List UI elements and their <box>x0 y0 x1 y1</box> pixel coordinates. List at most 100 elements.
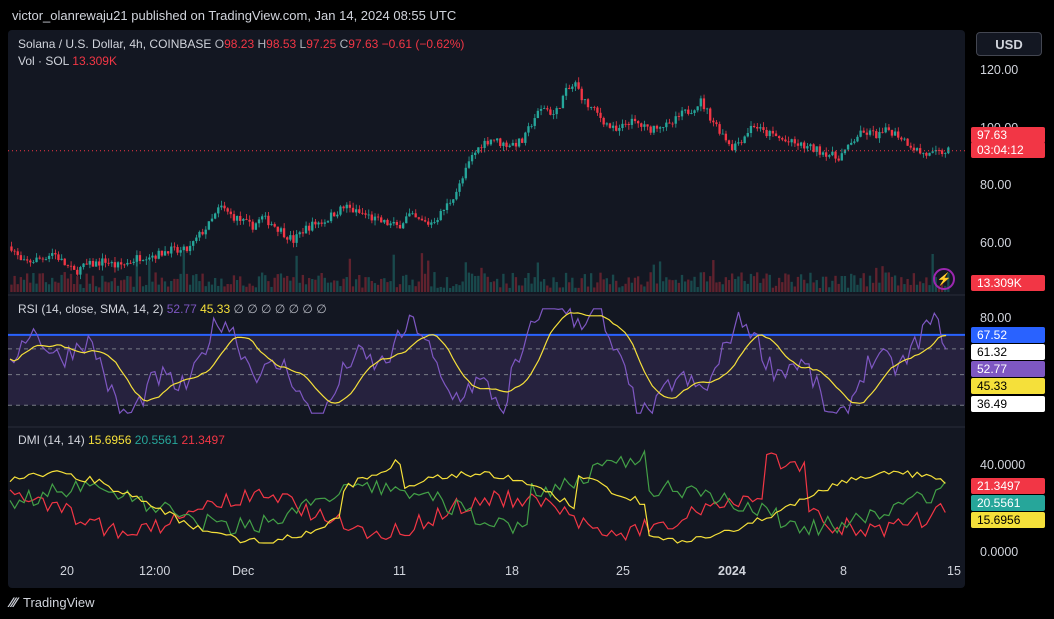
candle-body <box>903 138 906 140</box>
volume-bar <box>546 285 549 292</box>
volume-value: 13.309K <box>72 54 117 68</box>
candle-body <box>843 149 847 154</box>
plus-di-tag: 20.5561 <box>971 495 1045 511</box>
candle-body <box>674 116 677 124</box>
volume-bar <box>295 255 298 292</box>
candle-body <box>235 215 239 221</box>
volume-bar <box>740 272 743 292</box>
volume-bar <box>683 281 687 292</box>
minus-di-line <box>9 452 946 542</box>
candle-body <box>602 117 605 125</box>
volume-bar <box>116 285 120 292</box>
open-label: O <box>214 37 225 51</box>
volume-bar <box>94 286 98 292</box>
volume-bar <box>455 284 458 292</box>
volume-bar <box>605 278 608 292</box>
volume-bar <box>408 285 411 292</box>
candle-body <box>828 155 831 157</box>
candle-body <box>439 211 442 221</box>
price-legend: Solana / U.S. Dollar, 4h, COINBASE O98.2… <box>18 37 464 51</box>
candle-body <box>502 142 505 146</box>
candle-body <box>909 145 912 148</box>
volume-bar <box>743 281 746 292</box>
volume-bar <box>98 287 101 292</box>
candle-body <box>282 228 286 238</box>
currency-button[interactable]: USD <box>976 32 1042 56</box>
volume-bar <box>477 275 480 292</box>
candle-body <box>279 228 283 232</box>
volume-bar <box>166 286 170 292</box>
candle-body <box>536 110 540 119</box>
candle-body <box>57 254 60 260</box>
volume-bar <box>185 273 189 292</box>
volume-bar <box>220 278 223 292</box>
volume-label[interactable]: Vol · SOL <box>18 54 69 68</box>
symbol-label[interactable]: Solana / U.S. Dollar, 4h, COINBASE <box>18 37 212 51</box>
candle-body <box>505 142 508 147</box>
volume-bar <box>709 276 712 292</box>
volume-bar <box>461 281 464 292</box>
candle-body <box>884 127 887 133</box>
dmi-label[interactable]: DMI (14, 14) <box>18 433 85 447</box>
volume-bar <box>226 283 229 292</box>
volume-bar <box>815 280 818 292</box>
volume-bar <box>574 287 577 292</box>
candle-body <box>135 255 138 262</box>
volume-bar <box>411 279 414 292</box>
volume-bar <box>217 285 220 292</box>
volume-bar <box>13 275 16 292</box>
candle-body <box>699 98 702 107</box>
volume-bar <box>900 277 903 292</box>
x-tick: 8 <box>840 564 847 578</box>
volume-bar <box>928 285 931 292</box>
volume-bar <box>276 274 279 292</box>
brand-name: TradingView <box>23 594 95 610</box>
close-label: C <box>339 37 349 51</box>
candle-body <box>809 144 812 147</box>
candle-body <box>35 257 38 263</box>
volume-bar <box>909 284 912 292</box>
candle-body <box>148 257 151 260</box>
candle-body <box>693 110 696 113</box>
volume-bar <box>358 275 361 292</box>
candle-body <box>464 167 467 179</box>
chart-canvas[interactable] <box>8 30 965 588</box>
candle-body <box>680 110 684 117</box>
volume-bar <box>320 272 323 292</box>
candle-body <box>589 107 593 108</box>
rsi-extra-values: ∅ ∅ ∅ ∅ ∅ ∅ ∅ <box>233 302 327 316</box>
price-tick: 120.00 <box>980 63 1019 77</box>
volume-bar <box>568 282 571 292</box>
candle-body <box>862 130 865 133</box>
candle-body <box>499 138 502 146</box>
volume-bar <box>868 275 872 292</box>
candle-body <box>141 260 145 262</box>
candle-body <box>85 263 88 265</box>
volume-bar <box>176 278 179 292</box>
candle-body <box>242 218 245 221</box>
rsi-label[interactable]: RSI (14, close, SMA, 14, 2) <box>18 302 164 316</box>
volume-bar <box>828 287 831 292</box>
volume-bar <box>430 286 433 292</box>
volume-bar <box>380 278 383 292</box>
volume-bar <box>787 274 790 292</box>
volume-bar <box>192 275 195 292</box>
candle-body <box>185 246 189 252</box>
volume-bar <box>398 284 402 292</box>
volume-bar <box>433 272 436 292</box>
lightning-icon[interactable]: ⚡ <box>933 268 955 290</box>
volume-bar <box>580 278 583 292</box>
candle-body <box>928 152 931 156</box>
candle-body <box>54 253 57 255</box>
volume-tag: 13.309K <box>971 275 1045 291</box>
candle-body <box>72 265 76 270</box>
volume-bar <box>834 275 837 292</box>
volume-bar <box>51 277 54 292</box>
rsi-legend: RSI (14, close, SMA, 14, 2) 52.77 45.33 … <box>18 302 327 316</box>
volume-bar <box>420 253 424 292</box>
candle-body <box>69 265 73 267</box>
candle-body <box>110 262 113 264</box>
candle-body <box>76 269 79 275</box>
chart-area[interactable] <box>8 30 965 588</box>
volume-bar <box>903 284 906 292</box>
